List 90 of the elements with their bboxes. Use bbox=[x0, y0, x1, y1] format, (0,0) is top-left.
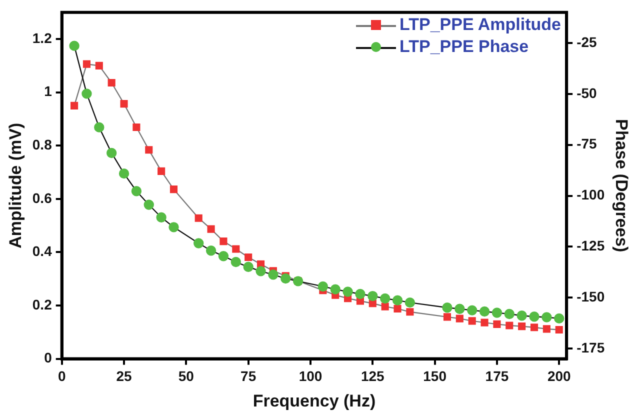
point bbox=[529, 312, 540, 322]
point bbox=[404, 297, 416, 308]
point bbox=[194, 238, 204, 248]
point bbox=[479, 306, 490, 317]
point bbox=[82, 88, 92, 99]
point bbox=[394, 304, 402, 312]
point bbox=[480, 318, 488, 326]
point bbox=[158, 167, 166, 175]
y-tick-label: 0.2 bbox=[32, 296, 52, 312]
point bbox=[492, 308, 502, 318]
point bbox=[342, 286, 353, 297]
point bbox=[468, 317, 476, 325]
point bbox=[145, 146, 153, 154]
y2-tick-label: -150 bbox=[576, 288, 605, 305]
point bbox=[268, 270, 278, 280]
point bbox=[330, 284, 340, 294]
point bbox=[506, 322, 514, 330]
point bbox=[156, 212, 166, 222]
point bbox=[456, 314, 464, 322]
y2-tick-label: -125 bbox=[576, 238, 605, 254]
y2-axis-title: Phase (Degrees) bbox=[612, 118, 632, 252]
y-axis-title: Amplitude (mV) bbox=[6, 122, 25, 248]
point bbox=[131, 186, 142, 196]
point bbox=[442, 302, 452, 313]
y-tick-label: 0 bbox=[44, 350, 52, 366]
point bbox=[120, 100, 128, 108]
point bbox=[518, 322, 526, 330]
y2-tick-label: -50 bbox=[576, 84, 598, 101]
point bbox=[381, 302, 389, 310]
y-tick-label: 0.4 bbox=[32, 243, 52, 260]
y-tick-label: 0.6 bbox=[32, 190, 52, 206]
point bbox=[406, 308, 414, 316]
point bbox=[118, 168, 130, 179]
point bbox=[170, 186, 178, 194]
legend-label: LTP_PPE Amplitude bbox=[399, 15, 561, 35]
x-axis-title: Frequency (Hz) bbox=[252, 391, 376, 410]
point bbox=[368, 290, 378, 302]
point bbox=[132, 123, 140, 132]
point bbox=[94, 122, 104, 132]
y2-tick-label: -100 bbox=[576, 186, 605, 203]
point bbox=[516, 310, 527, 321]
point bbox=[318, 281, 328, 292]
y-tick-label: 1.2 bbox=[32, 30, 52, 46]
point bbox=[206, 246, 216, 256]
point bbox=[542, 325, 550, 333]
legend-label: LTP_PPE Phase bbox=[399, 37, 529, 57]
x-tick-label: 175 bbox=[485, 368, 509, 384]
point bbox=[194, 214, 202, 222]
y-tick-label: 0.8 bbox=[32, 136, 52, 152]
point bbox=[106, 148, 117, 158]
point bbox=[554, 313, 564, 324]
point bbox=[168, 222, 179, 232]
y-tick-label: 1 bbox=[44, 83, 52, 100]
y2-tick-label: -175 bbox=[576, 339, 605, 356]
x-tick-label: 125 bbox=[360, 368, 385, 384]
point bbox=[144, 200, 154, 210]
point bbox=[392, 295, 403, 306]
point bbox=[530, 324, 538, 332]
point bbox=[467, 305, 478, 316]
x-tick-label: 100 bbox=[298, 368, 322, 384]
point bbox=[82, 60, 91, 68]
point bbox=[232, 245, 240, 253]
point bbox=[70, 102, 78, 110]
x-tick-label: 150 bbox=[423, 368, 447, 384]
point bbox=[256, 266, 266, 276]
y2-tick-label: -75 bbox=[576, 136, 598, 152]
point bbox=[207, 225, 215, 233]
point bbox=[230, 256, 242, 268]
x-tick-label: 0 bbox=[58, 368, 66, 384]
point bbox=[454, 304, 465, 314]
point bbox=[108, 78, 116, 87]
point bbox=[218, 251, 229, 262]
x-tick-label: 75 bbox=[240, 368, 256, 384]
point bbox=[493, 320, 501, 328]
x-tick-label: 50 bbox=[178, 368, 194, 384]
point bbox=[542, 312, 552, 322]
point bbox=[443, 313, 452, 321]
point bbox=[355, 288, 366, 300]
point bbox=[69, 40, 80, 51]
point bbox=[504, 308, 514, 320]
x-tick-label: 200 bbox=[547, 368, 572, 384]
point bbox=[244, 253, 252, 262]
point bbox=[220, 238, 228, 246]
point bbox=[555, 326, 563, 334]
point bbox=[95, 62, 103, 70]
point bbox=[280, 273, 291, 284]
x-tick-label: 25 bbox=[116, 368, 132, 384]
point bbox=[243, 262, 254, 272]
point bbox=[380, 293, 390, 304]
y2-tick-label: -25 bbox=[576, 34, 598, 50]
